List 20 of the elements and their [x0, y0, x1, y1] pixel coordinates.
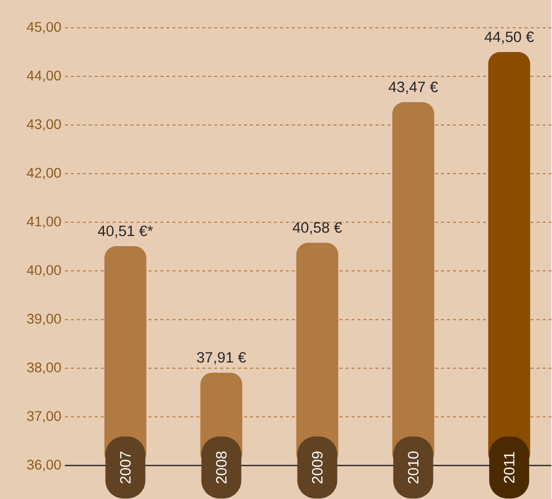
y-tick-label: 41,00 [26, 216, 61, 228]
y-tick-label: 45,00 [26, 22, 61, 34]
y-tick-label: 44,00 [26, 70, 61, 82]
y-tick-label: 43,00 [26, 119, 61, 131]
x-tick-label: 2008 [216, 451, 227, 484]
y-tick-label: 38,00 [27, 362, 61, 374]
y-tick-label: 42,00 [26, 168, 61, 180]
data-label: 43,47 € [388, 81, 438, 94]
data-label: 40,58 € [292, 222, 342, 234]
x-tick-label: 2010 [408, 451, 419, 484]
y-tick-label: 37,00 [27, 410, 61, 422]
x-tick-label: 2007 [120, 451, 131, 484]
data-label: 44,50 € [484, 31, 534, 44]
data-label: 37,91 € [196, 352, 246, 364]
y-tick-label: 39,00 [27, 314, 61, 326]
x-tick-label: 2009 [312, 451, 323, 484]
y-tick-label: 36,00 [27, 460, 61, 472]
data-label: 40,51 €* [98, 225, 153, 238]
y-tick-label: 40,00 [26, 264, 61, 276]
x-tick-label: 2011 [504, 452, 514, 483]
